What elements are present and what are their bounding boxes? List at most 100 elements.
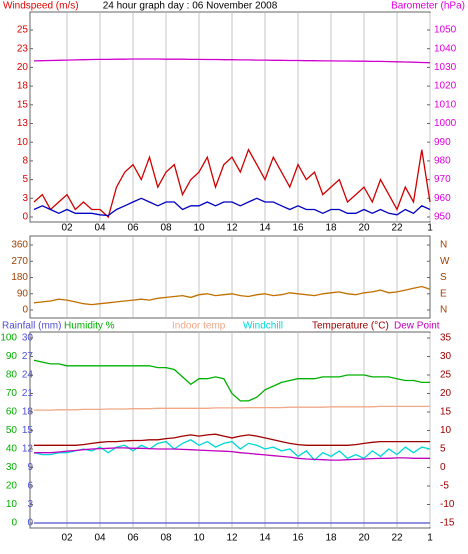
- y3-tick-label: 0: [11, 518, 17, 529]
- x-tick-label: 02: [61, 223, 73, 234]
- legend-entry: Temperature (°C): [312, 321, 389, 332]
- y-tick-label: 25: [17, 25, 29, 36]
- y-tick-label: 23: [17, 43, 29, 54]
- y3-tick-label: 80: [6, 370, 18, 381]
- y-tick-label: 3: [22, 193, 28, 204]
- y-tick-label: 18: [17, 81, 29, 92]
- y2-tick-label: 1020: [434, 81, 457, 92]
- y2-tick-label: 1010: [434, 99, 457, 110]
- y2-tick-label: W: [440, 256, 450, 267]
- y2-tick-label: 1050: [434, 25, 457, 36]
- legend-entry: Windchill: [243, 321, 283, 332]
- y-tick-label: 15: [22, 425, 34, 436]
- plot-frame: [29, 331, 431, 529]
- y2-tick-label: 0: [440, 462, 446, 473]
- y-tick-label: 27: [22, 351, 34, 362]
- y3-tick-label: 20: [6, 481, 18, 492]
- y2-tick-label: S: [440, 272, 447, 283]
- legend-entry: Humidity %: [64, 321, 115, 332]
- y-tick-label: 30: [22, 333, 34, 344]
- series-line: [33, 148, 431, 219]
- y2-tick-label: -15: [440, 518, 455, 529]
- y3-tick-label: 30: [6, 462, 18, 473]
- y3-tick-label: 60: [6, 407, 18, 418]
- x-tick-label: 16: [292, 533, 304, 544]
- y2-tick-label: 980: [434, 156, 451, 167]
- y-tick-label: 0: [22, 212, 28, 223]
- x-tick-label: 10: [193, 223, 205, 234]
- y-tick-label: 360: [11, 240, 28, 251]
- y2-tick-label: 20: [440, 388, 452, 399]
- y-tick-label: 21: [22, 388, 34, 399]
- series-line: [33, 197, 431, 217]
- y2-tick-label: -5: [440, 481, 449, 492]
- series-line: [34, 433, 430, 446]
- y3-tick-label: 90: [6, 351, 18, 362]
- y2-axis-label: Barometer (hPa): [391, 1, 465, 12]
- x-tick-label: 22: [391, 533, 403, 544]
- x-tick-label: 1: [427, 533, 433, 544]
- y-tick-label: 10: [17, 137, 29, 148]
- x-tick-label: 20: [358, 533, 370, 544]
- x-tick-label: 08: [160, 223, 172, 234]
- y2-tick-label: 5: [440, 444, 446, 455]
- y-tick-label: 24: [22, 370, 34, 381]
- y2-tick-label: E: [440, 288, 447, 299]
- y2-tick-label: 25: [440, 370, 452, 381]
- y-tick-label: 180: [11, 272, 28, 283]
- x-tick-label: 1: [427, 223, 433, 234]
- x-tick-label: 22: [391, 223, 403, 234]
- x-tick-label: 20: [358, 223, 370, 234]
- y2-tick-label: 15: [440, 407, 452, 418]
- x-tick-label: 08: [160, 533, 172, 544]
- series-line: [33, 58, 431, 64]
- y3-tick-label: 40: [6, 444, 18, 455]
- y2-tick-label: 30: [440, 351, 452, 362]
- chart-title: 24 hour graph day : 06 November 2008: [103, 1, 278, 12]
- y-tick-label: 13: [17, 118, 29, 129]
- y-tick-label: 12: [22, 444, 34, 455]
- y2-tick-label: 35: [440, 333, 452, 344]
- y2-tick-label: N: [440, 240, 447, 251]
- x-tick-label: 04: [94, 533, 106, 544]
- x-tick-label: 14: [259, 223, 271, 234]
- y-axis-label: Windspeed (m/s): [3, 1, 79, 12]
- y2-tick-label: 10: [440, 425, 452, 436]
- series-line: [33, 285, 431, 306]
- y2-tick-label: 1030: [434, 62, 457, 73]
- series-line: [34, 405, 430, 411]
- y2-tick-label: 970: [434, 174, 451, 185]
- y-tick-label: 270: [11, 256, 28, 267]
- x-tick-label: 16: [292, 223, 304, 234]
- x-tick-label: 12: [226, 223, 238, 234]
- y3-tick-label: 100: [0, 333, 17, 344]
- x-tick-label: 10: [193, 533, 205, 544]
- x-tick-label: 02: [61, 533, 73, 544]
- legend-entry: Dew Point: [394, 321, 440, 332]
- y-tick-label: 90: [17, 288, 29, 299]
- y3-tick-label: 10: [6, 499, 18, 510]
- y-tick-label: 15: [17, 99, 29, 110]
- y3-tick-label: 50: [6, 425, 18, 436]
- x-tick-label: 06: [127, 223, 139, 234]
- x-tick-label: 12: [226, 533, 238, 544]
- y2-tick-label: 1040: [434, 43, 457, 54]
- y2-tick-label: 990: [434, 137, 451, 148]
- legend-entry: Rainfall (mm): [2, 321, 61, 332]
- plot-frame: [29, 235, 431, 319]
- y2-tick-label: 960: [434, 193, 451, 204]
- plot-frame: [29, 11, 431, 223]
- series-line: [33, 439, 431, 462]
- y-tick-label: 18: [22, 407, 34, 418]
- y3-tick-label: 70: [6, 388, 18, 399]
- y-tick-label: 0: [22, 305, 28, 316]
- x-tick-label: 14: [259, 533, 271, 544]
- x-tick-label: 06: [127, 533, 139, 544]
- x-tick-label: 04: [94, 223, 106, 234]
- y2-tick-label: -10: [440, 499, 455, 510]
- y-tick-label: 5: [22, 174, 28, 185]
- y-tick-label: 20: [17, 62, 29, 73]
- x-tick-label: 18: [325, 223, 337, 234]
- y2-tick-label: 1000: [434, 118, 457, 129]
- series-line: [33, 359, 430, 402]
